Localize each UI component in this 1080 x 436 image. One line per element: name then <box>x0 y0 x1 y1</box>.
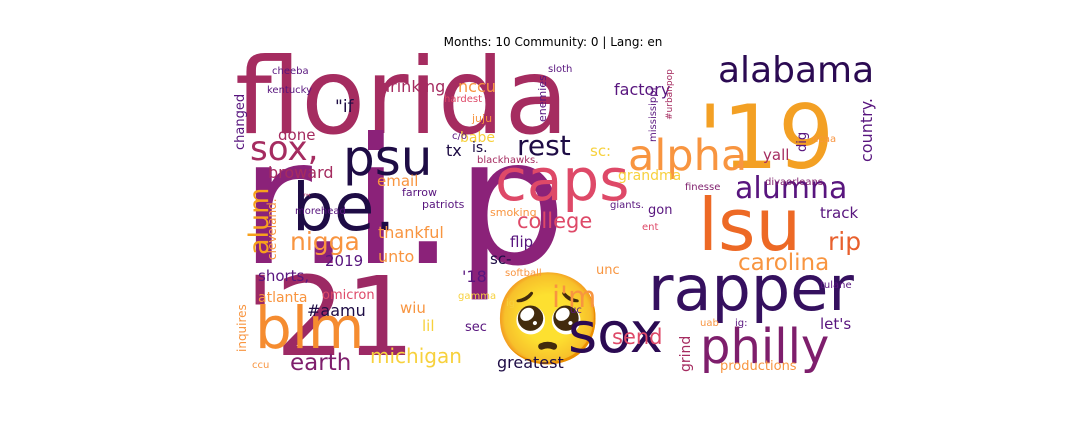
word: dig <box>795 132 810 152</box>
word: 2019 <box>325 252 363 270</box>
word: philly <box>700 319 829 375</box>
word: lsu <box>698 183 801 267</box>
word: rest <box>517 129 571 162</box>
word: patriots <box>422 198 465 211</box>
word: alum <box>244 188 275 255</box>
word: nccu <box>458 77 496 96</box>
word: college <box>517 209 592 233</box>
word: yall <box>763 146 789 164</box>
word: enemies <box>536 75 549 122</box>
word: giants. <box>610 200 644 211</box>
word: gon <box>648 203 672 218</box>
word: earth <box>290 350 351 376</box>
word: c/o <box>452 131 467 142</box>
word: ncaa <box>812 134 836 145</box>
word: inquires <box>235 304 249 352</box>
word: sc- <box>490 250 511 268</box>
word: ig: <box>735 318 748 329</box>
word: wiu <box>400 299 426 317</box>
word: nigga <box>290 227 360 256</box>
word: uab <box>700 318 719 329</box>
word: blm <box>255 294 364 362</box>
word: ™ <box>302 193 312 204</box>
word: let's <box>820 315 851 333</box>
word: #aamu <box>307 301 366 320</box>
word: sox, <box>250 129 318 169</box>
word: 🥺 <box>492 267 604 372</box>
word: gamma <box>458 291 496 302</box>
word: drinking <box>380 77 445 96</box>
word: broward <box>268 163 334 182</box>
chart-title: Months: 10 Community: 0 | Lang: en <box>444 35 663 49</box>
word: send <box>612 325 663 349</box>
word: unc <box>596 263 620 278</box>
word: uc <box>570 305 582 316</box>
word: '18 <box>462 267 487 286</box>
word: rapper <box>648 252 854 325</box>
word: factory <box>614 80 670 99</box>
word: '19 <box>698 86 834 189</box>
word: alabama <box>718 50 874 91</box>
word: productions <box>720 359 797 374</box>
word: be. <box>292 169 395 246</box>
word: greatest <box>497 353 564 372</box>
word: morehead <box>295 206 346 217</box>
word: babe <box>460 130 495 146</box>
word: grandma <box>618 168 681 184</box>
word: ccu <box>252 360 269 371</box>
word: florida <box>235 36 569 158</box>
word: "if <box>335 97 355 117</box>
word: juju <box>471 112 492 125</box>
word: divaorleans. <box>765 177 826 188</box>
word: country. <box>857 98 876 162</box>
word: alumna <box>735 171 847 206</box>
word: smoking <box>490 206 537 219</box>
word: sloth <box>548 64 572 75</box>
word: lil <box>422 317 435 335</box>
word: done <box>278 126 315 144</box>
word: tulane <box>820 280 852 291</box>
word: michigan <box>370 344 462 368</box>
word: grind <box>678 336 694 372</box>
word: unto <box>378 247 414 266</box>
word: tx <box>446 141 462 160</box>
word: r.i.p <box>240 102 567 305</box>
word: thankful <box>378 223 444 242</box>
word: changed <box>233 94 248 150</box>
word: ent <box>642 222 658 233</box>
word: is. <box>472 140 488 156</box>
word: caps <box>495 146 629 214</box>
word: cheeba <box>272 66 309 77</box>
word: flip <box>510 233 533 251</box>
word: email <box>377 172 418 190</box>
word: finesse <box>685 182 720 193</box>
word: ig- <box>506 298 519 309</box>
word: sec <box>465 320 487 335</box>
word: blackhawks. <box>477 155 538 166</box>
word: hardest <box>444 94 482 105</box>
word: kentucky <box>267 85 312 96</box>
word: #urbanpop <box>665 69 675 120</box>
word: omicron <box>322 288 375 303</box>
word: atlanta <box>258 290 307 306</box>
word: alpha <box>628 131 747 181</box>
word: farrow <box>402 186 437 199</box>
word: i'm <box>552 280 596 314</box>
word: cleveland. <box>265 198 279 260</box>
word: sc: <box>590 142 611 160</box>
word: carolina <box>738 250 829 276</box>
word: shorts, <box>258 267 309 285</box>
word: softball <box>505 268 542 279</box>
word: rip <box>828 227 861 256</box>
word: track <box>820 204 858 222</box>
word: psu <box>343 129 432 187</box>
word: mississippi <box>648 88 659 142</box>
word: '21 <box>245 253 415 381</box>
word: sox <box>568 301 663 366</box>
